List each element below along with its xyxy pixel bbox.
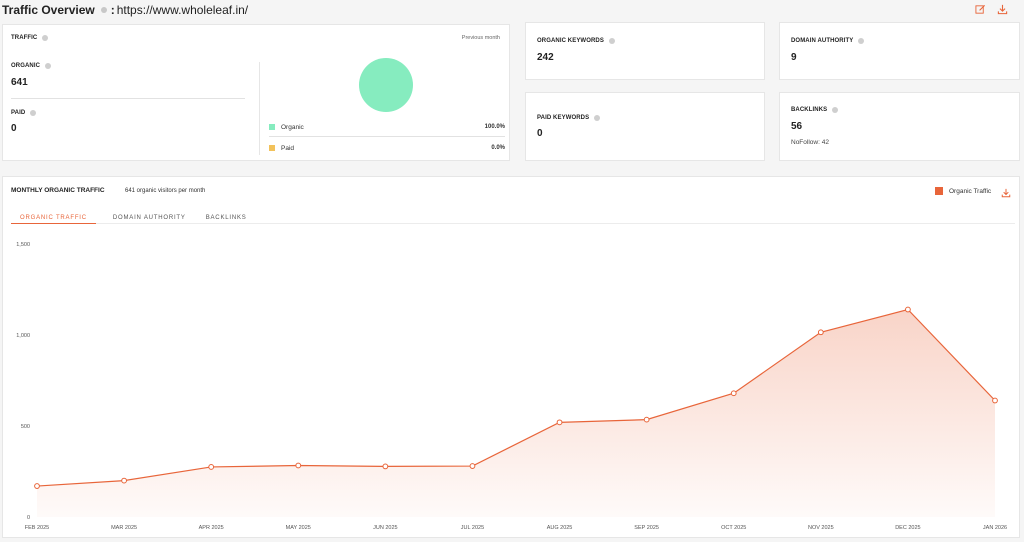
download-icon[interactable] — [996, 3, 1008, 15]
domain-url: https://www.wholeleaf.in/ — [116, 3, 249, 17]
data-point — [34, 483, 40, 489]
x-tick-label: AUG 2025 — [547, 525, 573, 531]
data-point — [295, 462, 302, 469]
backlinks-value: 56 — [791, 121, 803, 132]
title-separator: : — [110, 3, 115, 17]
divider — [11, 98, 245, 99]
data-point — [730, 390, 737, 397]
info-icon[interactable] — [45, 63, 52, 69]
legend-swatch — [935, 187, 943, 195]
domain-authority-label-row: DOMAIN AUTHORITY — [791, 38, 865, 44]
data-point — [469, 463, 476, 469]
info-icon[interactable] — [30, 110, 37, 116]
data-point — [556, 419, 563, 426]
paid-keywords-card: PAID KEYWORDS 0 — [525, 92, 765, 161]
info-icon[interactable] — [42, 35, 49, 41]
paid-swatch — [269, 145, 275, 151]
divider — [269, 136, 505, 137]
traffic-label: TRAFFIC — [11, 35, 38, 41]
domain-authority-value: 9 — [791, 52, 797, 63]
backlinks-card: BACKLINKS 56 NoFollow: 42 — [779, 92, 1020, 161]
series-line — [36, 308, 996, 487]
nofollow-count: NoFollow: 42 — [791, 139, 829, 146]
monthly-traffic-card: MONTHLY ORGANIC TRAFFIC 641 organic visi… — [2, 176, 1020, 538]
data-point — [643, 416, 650, 423]
legend-organic: Organic 100.0% — [269, 122, 505, 132]
organic-keywords-label-row: ORGANIC KEYWORDS — [537, 38, 615, 44]
paid-label-row: PAID — [11, 110, 37, 116]
legend-label: Organic Traffic — [949, 187, 992, 195]
page-title: Traffic Overview — [2, 3, 95, 17]
previous-month-label: Previous month — [461, 35, 500, 41]
x-tick-label: MAR 2025 — [111, 525, 137, 531]
info-icon[interactable] — [100, 7, 107, 13]
legend-paid: Paid 0.0% — [269, 143, 505, 153]
tab-organic-traffic[interactable]: ORGANIC TRAFFIC — [11, 212, 96, 224]
organic-keywords-value: 242 — [537, 52, 554, 63]
legend-paid-pct: 0.0% — [491, 145, 505, 151]
y-tick-label: 500 — [21, 424, 30, 430]
y-tick-label: 0 — [27, 515, 30, 521]
chart-title: MONTHLY ORGANIC TRAFFIC — [11, 187, 105, 194]
header-actions — [974, 3, 1008, 15]
x-tick-label: OCT 2025 — [721, 525, 746, 531]
series-area — [37, 309, 995, 517]
traffic-label-row: TRAFFIC — [11, 35, 49, 41]
data-point — [905, 306, 911, 313]
paid-keywords-label-row: PAID KEYWORDS — [537, 115, 601, 121]
tab-backlinks[interactable]: BACKLINKS — [205, 215, 247, 221]
x-tick-label: JUL 2025 — [461, 525, 484, 531]
edit-icon[interactable] — [974, 3, 986, 15]
vertical-divider — [259, 62, 260, 155]
x-tick-label: JUN 2025 — [373, 525, 397, 531]
organic-keywords-card: ORGANIC KEYWORDS 242 — [525, 22, 765, 80]
organic-label: ORGANIC — [11, 63, 41, 69]
organic-value: 641 — [11, 77, 28, 88]
legend-paid-name: Paid — [281, 144, 295, 152]
domain-authority-card: DOMAIN AUTHORITY 9 — [779, 22, 1020, 80]
organic-keywords-label: ORGANIC KEYWORDS — [537, 38, 604, 44]
download-icon[interactable] — [1000, 187, 1012, 199]
data-point — [382, 463, 389, 470]
x-tick-label: APR 2025 — [199, 525, 224, 531]
organic-traffic-line-chart: 0 500 1,000 1,500 FEB 2025 MAR 2025 APR 2025 MA… — [16, 242, 1007, 531]
info-icon[interactable] — [608, 38, 615, 44]
page-header: Traffic Overview : https://www.wholeleaf… — [0, 0, 1024, 20]
x-tick-label: MAY 2025 — [286, 525, 311, 531]
y-tick-label: 1,000 — [16, 333, 30, 339]
traffic-card: TRAFFIC Previous month ORGANIC 641 PAID … — [2, 24, 510, 161]
pie-slice-organic — [359, 58, 413, 112]
data-point — [817, 329, 824, 336]
paid-keywords-value: 0 — [537, 128, 543, 139]
organic-swatch — [269, 124, 275, 130]
paid-value: 0 — [11, 123, 17, 134]
backlinks-label-row: BACKLINKS — [791, 107, 839, 113]
x-tick-label: SEP 2025 — [634, 525, 659, 531]
backlinks-label: BACKLINKS — [791, 107, 828, 113]
x-tick-label: DEC 2025 — [895, 525, 920, 531]
data-point — [121, 477, 127, 484]
organic-label-row: ORGANIC — [11, 63, 52, 69]
chart-legend[interactable]: Organic Traffic — [935, 187, 991, 195]
x-tick-label: NOV 2025 — [808, 525, 834, 531]
x-tick-label: JAN 2026 — [983, 525, 1007, 531]
legend-organic-name: Organic — [281, 123, 304, 131]
data-point — [992, 397, 998, 404]
tab-domain-authority[interactable]: DOMAIN AUTHORITY — [112, 215, 186, 221]
chart-subtitle: 641 organic visitors per month — [125, 188, 206, 194]
y-tick-label: 1,500 — [16, 242, 30, 248]
traffic-pie-chart — [359, 58, 413, 112]
x-tick-label: FEB 2025 — [25, 525, 49, 531]
domain-authority-label: DOMAIN AUTHORITY — [791, 38, 854, 44]
info-icon[interactable] — [594, 115, 601, 121]
info-icon[interactable] — [832, 107, 839, 113]
paid-keywords-label: PAID KEYWORDS — [537, 115, 590, 121]
chart-tabs: ORGANIC TRAFFIC DOMAIN AUTHORITY BACKLIN… — [11, 212, 1015, 224]
info-icon[interactable] — [858, 38, 865, 44]
paid-label: PAID — [11, 110, 26, 116]
data-point — [208, 464, 215, 470]
legend-organic-pct: 100.0% — [484, 124, 505, 130]
